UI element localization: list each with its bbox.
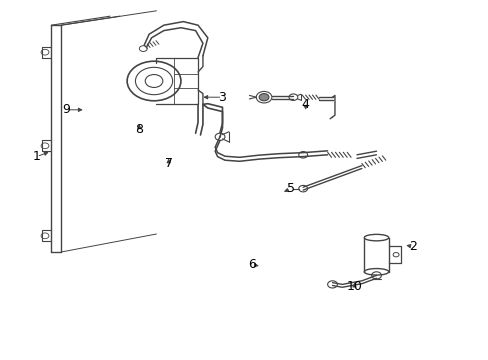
Text: 8: 8	[135, 123, 143, 136]
Text: 7: 7	[164, 157, 172, 170]
Text: 3: 3	[218, 91, 226, 104]
Text: 5: 5	[286, 183, 294, 195]
Text: 4: 4	[301, 98, 309, 111]
Circle shape	[259, 94, 268, 101]
Text: 9: 9	[62, 103, 70, 116]
Text: 6: 6	[247, 258, 255, 271]
Text: 10: 10	[346, 280, 362, 293]
Text: 1: 1	[33, 150, 41, 163]
Text: 2: 2	[408, 240, 416, 253]
